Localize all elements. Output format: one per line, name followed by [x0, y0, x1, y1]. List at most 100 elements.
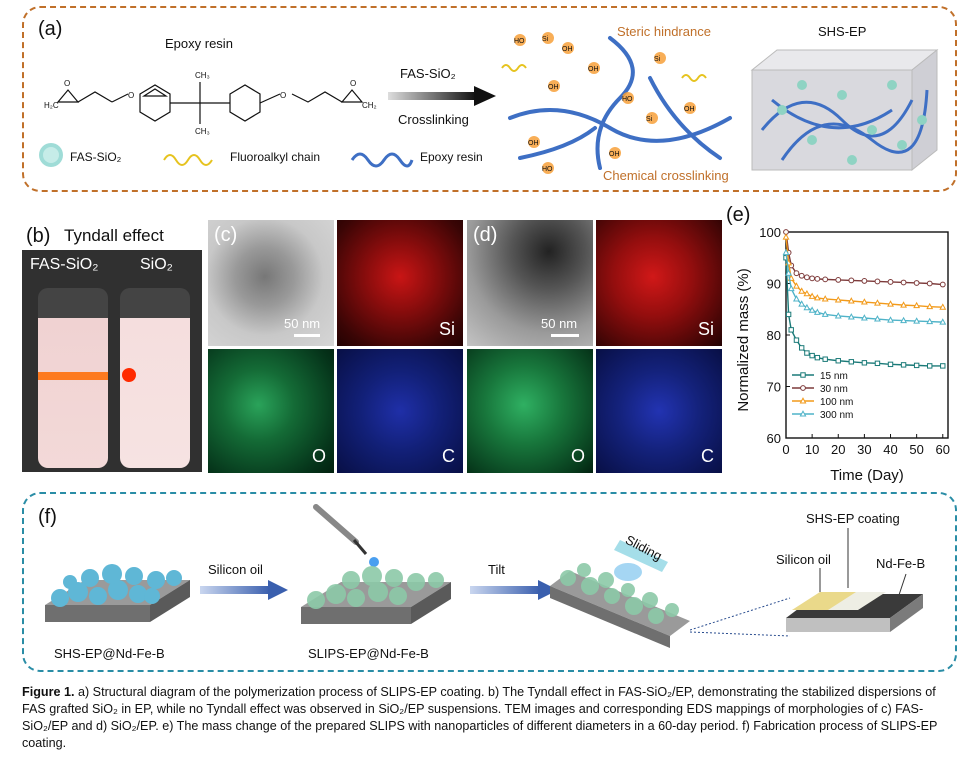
data-point [800, 385, 806, 391]
layer-stack-illustration [786, 528, 923, 632]
data-point [860, 314, 868, 321]
vial1-label: FAS-SiO₂ [30, 256, 99, 273]
data-point [785, 311, 792, 318]
data-point [834, 296, 842, 303]
data-point [861, 278, 868, 284]
data-point [913, 280, 920, 286]
x-tick-label: 30 [857, 442, 871, 457]
si-label: Si [697, 319, 714, 339]
data-point [808, 292, 816, 299]
svg-text:CH₃: CH₃ [195, 127, 210, 136]
figure-caption: Figure 1. a) Structural diagram of the p… [22, 684, 957, 752]
x-tick-label: 10 [805, 442, 819, 457]
data-point [782, 233, 790, 240]
shs-ep-box-illustration [750, 48, 939, 172]
data-point [926, 302, 934, 310]
data-point [813, 294, 821, 301]
data-point [804, 350, 810, 356]
series-15-nm [783, 255, 946, 369]
data-point [813, 308, 821, 315]
data-point [847, 313, 855, 320]
item1-label: SHS-EP@Nd-Fe-B [54, 646, 165, 661]
panel-c-scale-label: 50 nm [284, 316, 321, 331]
x-tick-label: 60 [936, 442, 950, 457]
crosslink-network-diagram: HO Si OH OH OH OH OH HO Si HO Si OH [501, 32, 732, 174]
tem-image-d: (d) 50 nm [467, 220, 593, 346]
data-point [800, 372, 806, 378]
arrow-top-label: FAS-SiO₂ [400, 66, 456, 81]
data-point [848, 277, 855, 284]
steric-hindrance-label: Steric hindrance [617, 24, 711, 39]
data-point [798, 287, 806, 294]
data-point [808, 306, 816, 313]
data-point [803, 289, 811, 297]
chart-y-axis-label: Normalized mass (%) [735, 268, 752, 411]
panel-d-scale-label: 50 nm [541, 316, 578, 331]
data-point [821, 295, 829, 302]
data-point [887, 300, 894, 307]
shs-ep-title: SHS-EP [818, 24, 867, 39]
slips-ep-ndfeb-block [301, 504, 451, 624]
legend-label: 100 nm [820, 397, 853, 408]
item2-label: SLIPS-EP@Nd-Fe-B [308, 646, 429, 661]
eds-si-map-d: Si [596, 220, 722, 346]
svg-text:CH₃: CH₃ [195, 71, 210, 80]
x-tick-label: 40 [883, 442, 897, 457]
series-30-nm [783, 229, 946, 288]
data-point [793, 282, 800, 289]
data-point [900, 316, 908, 324]
ndfeb-label: Nd-Fe-B [876, 556, 926, 571]
fas-sio2-particle-icon [39, 143, 63, 167]
data-point [926, 280, 933, 287]
data-point [874, 315, 881, 322]
data-point [787, 284, 795, 292]
svg-text:HO: HO [514, 38, 525, 45]
data-point [782, 248, 790, 256]
mass-change-chart: 60 70 80 90 100 0 10 20 30 40 50 60 15 nm 30 nm 100 … [735, 225, 950, 484]
data-point [814, 354, 821, 361]
step2-label: Tilt [488, 562, 505, 577]
data-point [913, 301, 921, 309]
data-point [848, 359, 855, 365]
data-point [835, 276, 842, 283]
data-point [788, 327, 794, 333]
data-point [926, 317, 934, 325]
tyndall-title: Tyndall effect [64, 226, 164, 245]
svg-text:CH₂: CH₂ [362, 101, 377, 110]
legend-label: 30 nm [820, 384, 848, 395]
tyndall-photo: FAS-SiO₂ SiO₂ [22, 250, 202, 472]
svg-text:OH: OH [609, 151, 620, 158]
o-label: O [570, 446, 585, 466]
scale-bar [551, 334, 579, 337]
svg-text:H₂C: H₂C [44, 101, 59, 110]
data-point [822, 356, 828, 362]
panel-c-label: (c) [214, 224, 238, 246]
epoxy-resin-title: Epoxy resin [165, 36, 233, 51]
caption-text: a) Structural diagram of the polymerizat… [22, 685, 938, 750]
data-point [798, 300, 806, 307]
chart-x-axis-label: Time (Day) [830, 467, 904, 484]
svg-text:OH: OH [588, 66, 599, 73]
data-point [814, 275, 821, 282]
svg-text:O: O [128, 91, 134, 100]
panel-d-label: (d) [473, 224, 498, 246]
scale-bar [294, 334, 320, 337]
data-point [874, 278, 881, 285]
arrow-bottom-label: Crosslinking [398, 112, 469, 127]
data-point [834, 312, 842, 319]
data-point [940, 363, 946, 369]
y-tick-label: 70 [767, 380, 781, 395]
laser-beam [38, 372, 108, 380]
zoom-guide-lines [690, 597, 791, 637]
svg-text:O: O [280, 91, 286, 100]
svg-text:Si: Si [542, 36, 549, 43]
panel-b-label: (b) [26, 225, 51, 247]
y-tick-label: 60 [767, 431, 781, 446]
epoxy-resin-line-icon [350, 152, 414, 168]
eds-c-map-d: C [596, 349, 722, 473]
data-point [887, 361, 894, 368]
data-point [835, 358, 841, 364]
svg-text:HO: HO [542, 166, 553, 173]
c-label: C [701, 446, 714, 466]
silicon-oil-label: Silicon oil [776, 552, 831, 567]
